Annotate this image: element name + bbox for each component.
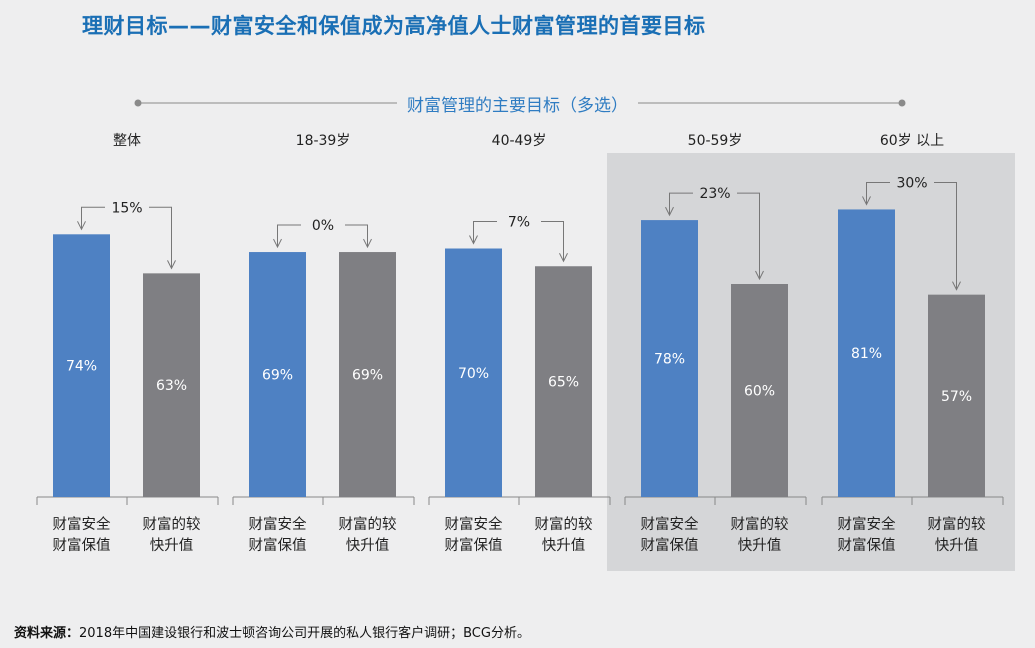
- difference-label: 23%: [699, 186, 730, 202]
- category-label: 财富的较: [928, 515, 986, 533]
- difference-label: 15%: [111, 200, 142, 216]
- arrowhead-icon: [363, 238, 372, 249]
- chart-subtitle-text: 财富管理的主要目标（多选）: [397, 96, 638, 116]
- arrowhead-icon: [77, 221, 86, 231]
- arrowhead-icon: [167, 260, 176, 270]
- arrowhead-icon: [862, 196, 871, 206]
- group-label: 18-39岁: [296, 133, 351, 149]
- bar-value-label: 63%: [156, 378, 187, 394]
- category-label: 财富的较: [339, 515, 397, 533]
- difference-connector: [473, 221, 564, 261]
- bar-safe: [249, 252, 306, 497]
- bar-value-label: 69%: [352, 368, 383, 384]
- category-label: 快升值: [542, 537, 586, 554]
- difference-label: 0%: [312, 218, 334, 234]
- bar-value-label: 65%: [548, 375, 579, 391]
- bar-safe: [53, 234, 110, 498]
- bar-value-label: 60%: [744, 384, 775, 400]
- arrowhead-icon: [469, 235, 478, 245]
- category-label: 财富保值: [445, 536, 503, 554]
- bar-safe: [445, 248, 502, 497]
- arrowhead-icon: [273, 238, 282, 249]
- bar-value-label: 78%: [654, 352, 685, 368]
- difference-label: 7%: [508, 215, 530, 231]
- category-label: 财富安全: [641, 515, 699, 533]
- bar-growth: [143, 273, 200, 497]
- page-title: 理财目标——财富安全和保值成为高净值人士财富管理的首要目标: [82, 14, 706, 38]
- group-label: 整体: [113, 133, 141, 149]
- difference-connector: [81, 206, 172, 268]
- category-label: 财富的较: [143, 515, 201, 533]
- bar-value-label: 74%: [66, 359, 97, 375]
- category-label: 财富安全: [53, 515, 111, 533]
- source-note: 资料来源：2018年中国建设银行和波士顿咨询公司开展的私人银行客户调研；BCG分…: [14, 622, 530, 641]
- group-label: 40-49岁: [492, 133, 547, 149]
- bar-value-label: 57%: [941, 389, 972, 405]
- bar-growth: [535, 266, 592, 497]
- bar-value-label: 69%: [262, 368, 293, 384]
- arrowhead-icon: [755, 270, 764, 281]
- arrowhead-icon: [559, 253, 568, 263]
- category-label: 快升值: [935, 537, 979, 554]
- category-label: 财富保值: [53, 536, 111, 554]
- category-label: 财富保值: [641, 536, 699, 554]
- category-label: 快升值: [346, 537, 390, 554]
- bar-value-label: 70%: [458, 366, 489, 382]
- group-label: 50-59岁: [688, 133, 743, 149]
- category-label: 财富保值: [249, 536, 307, 554]
- group-label: 60岁 以上: [880, 133, 944, 149]
- subtitle-rule-dot-left: [134, 99, 142, 107]
- source-text: 2018年中国建设银行和波士顿咨询公司开展的私人银行客户调研；BCG分析。: [79, 626, 530, 641]
- category-label: 快升值: [738, 537, 782, 554]
- subtitle-rule-dot-right: [898, 99, 906, 107]
- category-label: 快升值: [150, 537, 194, 554]
- category-label: 财富安全: [249, 515, 307, 533]
- source-label: 资料来源：: [14, 626, 80, 641]
- arrowhead-icon: [665, 206, 674, 217]
- category-label: 财富安全: [838, 515, 896, 533]
- difference-connector: [277, 224, 368, 247]
- category-label: 财富安全: [445, 515, 503, 533]
- bar-safe: [641, 220, 698, 497]
- bar-safe: [838, 209, 895, 497]
- chart-subtitle: 财富管理的主要目标（多选）: [0, 91, 1035, 116]
- category-label: 财富的较: [535, 515, 593, 533]
- difference-connector: [866, 181, 957, 289]
- arrowhead-icon: [952, 281, 961, 291]
- bar-value-label: 81%: [851, 346, 882, 362]
- category-label: 财富的较: [731, 515, 789, 533]
- difference-label: 30%: [896, 175, 927, 191]
- difference-connector: [669, 192, 760, 278]
- bar-growth: [928, 294, 985, 497]
- bar-growth: [339, 252, 396, 497]
- bar-growth: [731, 284, 788, 497]
- category-label: 财富保值: [838, 536, 896, 554]
